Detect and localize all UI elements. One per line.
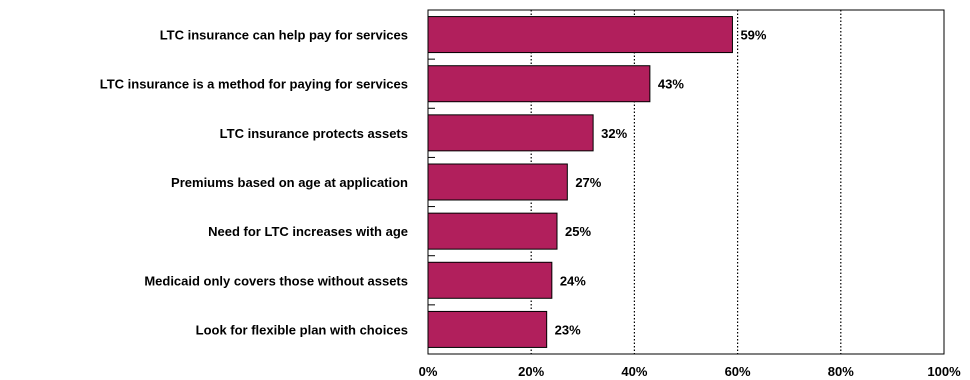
bar	[427, 261, 553, 299]
value-label: 27%	[575, 175, 601, 190]
bars	[427, 16, 733, 348]
value-label: 32%	[601, 126, 627, 141]
value-label: 59%	[740, 28, 766, 43]
plot-frame	[427, 9, 945, 355]
x-tick-label: 20%	[518, 364, 544, 379]
value-label: 24%	[560, 273, 586, 288]
category-label: Premiums based on age at application	[171, 175, 408, 190]
category-label: LTC insurance protects assets	[220, 126, 408, 141]
value-label: 23%	[555, 322, 581, 337]
category-label: LTC insurance is a method for paying for…	[100, 77, 408, 92]
category-label: Look for flexible plan with choices	[196, 322, 408, 337]
bar	[427, 212, 558, 250]
value-label: 25%	[565, 224, 591, 239]
category-label: Medicaid only covers those without asset…	[144, 273, 408, 288]
bar	[427, 310, 548, 348]
bar	[427, 163, 568, 201]
x-tick-label: 0%	[419, 364, 438, 379]
x-tick-label: 100%	[927, 364, 961, 379]
category-label: LTC insurance can help pay for services	[160, 28, 408, 43]
x-tick-label: 40%	[621, 364, 647, 379]
labels: 0% 20% 40% 60% 80% 100% LTC insurance can help…	[100, 28, 961, 379]
category-label: Need for LTC increases with age	[208, 224, 408, 239]
value-label: 43%	[658, 77, 684, 92]
bar	[427, 114, 594, 152]
bar	[427, 65, 651, 103]
bar	[427, 16, 733, 54]
x-tick-label: 60%	[725, 364, 751, 379]
x-tick-label: 80%	[828, 364, 854, 379]
